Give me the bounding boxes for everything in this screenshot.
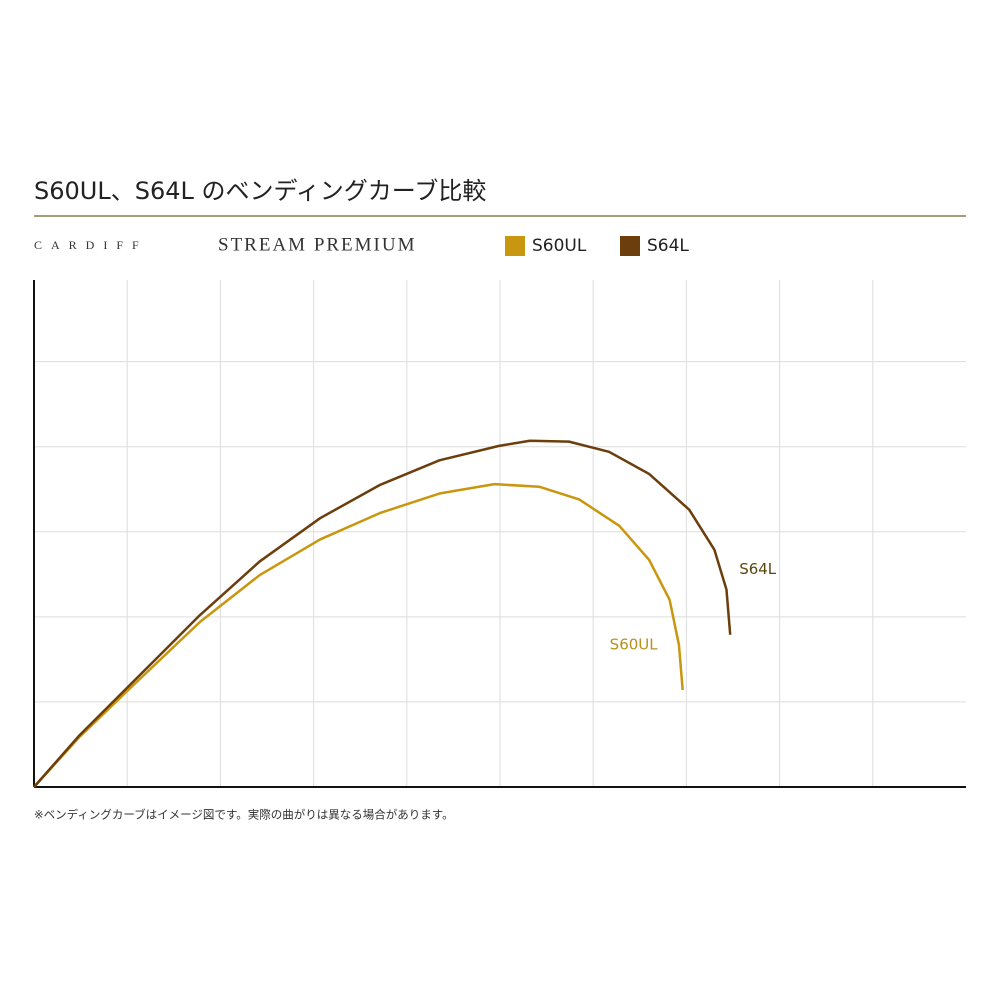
brand: CARDIFF — [34, 238, 148, 252]
legend-swatch — [620, 236, 640, 256]
curve-label: S60UL — [610, 636, 659, 654]
legend-label: S60UL — [532, 236, 587, 256]
curve — [33, 439, 732, 788]
legend-label: S64L — [647, 236, 689, 256]
product: STREAM PREMIUM — [218, 234, 417, 255]
chart-title: S60UL、S64L のベンディングカーブ比較 — [34, 177, 486, 205]
curve-label: S64L — [739, 560, 777, 578]
footnote: ※ベンディングカーブはイメージ図です。実際の曲がりは異なる場合があります。 — [34, 808, 454, 822]
legend-swatch — [505, 236, 525, 256]
curve — [33, 482, 684, 788]
